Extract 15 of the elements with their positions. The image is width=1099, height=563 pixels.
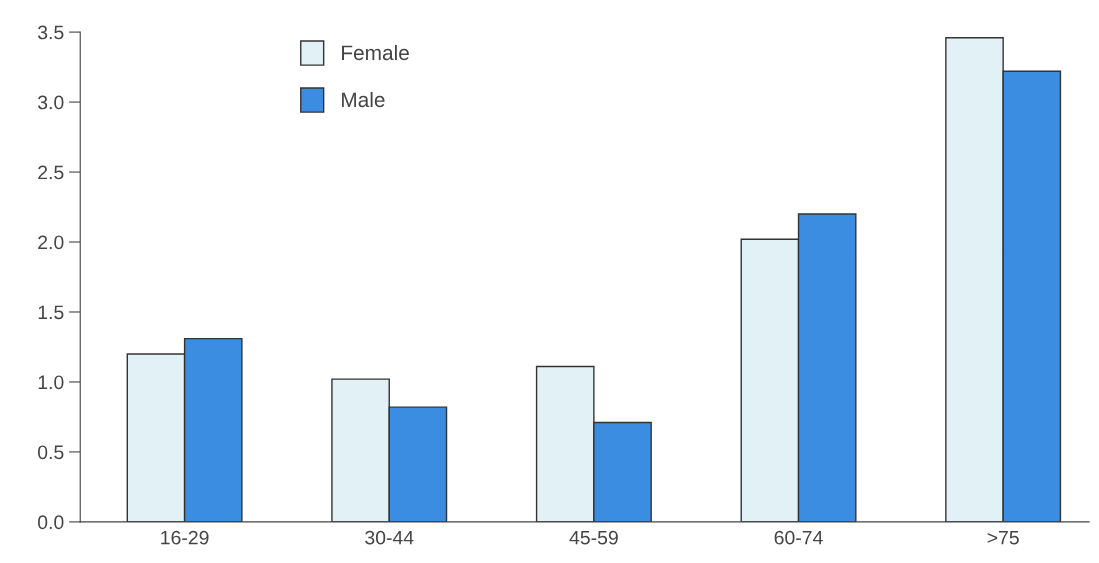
y-tick-label: 1.5: [38, 305, 64, 320]
y-tick-label: 2.0: [38, 235, 64, 250]
y-tick-label: 3.5: [37, 25, 64, 40]
legend-label: Male: [342, 91, 385, 108]
x-tick-label: >75: [987, 530, 1019, 545]
legend-label: Female: [342, 44, 409, 61]
x-tick-label: 60-74: [774, 530, 823, 545]
x-tick-label: 16-29: [161, 530, 209, 545]
y-tick-label: 0.0: [37, 515, 64, 530]
x-tick-label: 45-59: [569, 530, 618, 545]
y-tick-label: 3.0: [37, 95, 64, 110]
y-tick-label: 0.5: [37, 445, 64, 460]
y-tick-label: 2.5: [38, 165, 64, 180]
x-tick-label: 30-44: [365, 530, 414, 545]
y-tick-label: 1.0: [38, 375, 64, 390]
